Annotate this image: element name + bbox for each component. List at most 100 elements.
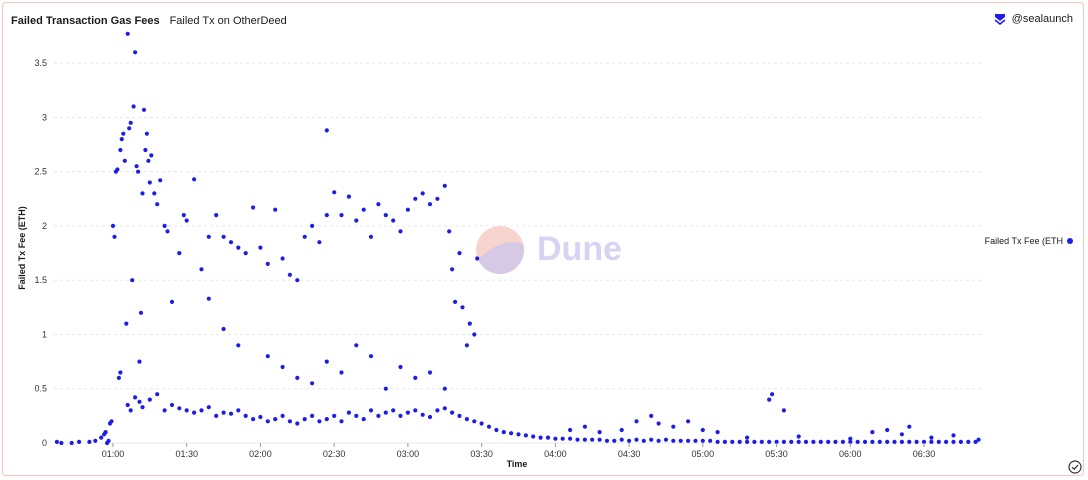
scatter-point[interactable] xyxy=(214,413,219,418)
scatter-point[interactable] xyxy=(127,126,132,131)
scatter-point[interactable] xyxy=(442,183,447,188)
scatter-point[interactable] xyxy=(206,405,211,410)
scatter-point[interactable] xyxy=(597,430,602,435)
scatter-point[interactable] xyxy=(346,410,351,415)
scatter-point[interactable] xyxy=(568,427,573,433)
scatter-point[interactable] xyxy=(339,370,344,375)
scatter-point[interactable] xyxy=(332,190,337,195)
scatter-point[interactable] xyxy=(619,437,624,442)
scatter-point[interactable] xyxy=(464,417,469,422)
scatter-point[interactable] xyxy=(87,439,92,444)
scatter-point[interactable] xyxy=(131,104,136,109)
scatter-point[interactable] xyxy=(265,354,270,359)
scatter-point[interactable] xyxy=(568,436,573,441)
scatter-point[interactable] xyxy=(427,370,433,375)
scatter-point[interactable] xyxy=(921,439,927,444)
scatter-point[interactable] xyxy=(251,417,256,422)
scatter-point[interactable] xyxy=(730,439,735,444)
scatter-point[interactable] xyxy=(383,213,388,218)
scatter-point[interactable] xyxy=(405,207,410,212)
scatter-point[interactable] xyxy=(467,321,472,326)
scatter-point[interactable] xyxy=(128,120,133,125)
scatter-point[interactable] xyxy=(140,191,145,196)
scatter-point[interactable] xyxy=(460,305,465,310)
scatter-point[interactable] xyxy=(258,414,263,420)
scatter-point[interactable] xyxy=(553,436,558,441)
scatter-point[interactable] xyxy=(184,408,189,413)
scatter-point[interactable] xyxy=(144,131,149,136)
scatter-point[interactable] xyxy=(435,408,440,413)
scatter-point[interactable] xyxy=(354,218,359,223)
scatter-point[interactable] xyxy=(479,421,484,426)
scatter-point[interactable] xyxy=(146,158,151,163)
scatter-point[interactable] xyxy=(700,438,705,443)
scatter-point[interactable] xyxy=(582,437,588,442)
scatter-point[interactable] xyxy=(59,440,64,446)
scatter-point[interactable] xyxy=(228,411,234,416)
scatter-point[interactable] xyxy=(287,272,292,277)
scatter-point[interactable] xyxy=(236,245,241,250)
scatter-point[interactable] xyxy=(752,439,757,444)
scatter-point[interactable] xyxy=(169,402,175,408)
scatter-point[interactable] xyxy=(302,234,307,239)
scatter-point[interactable] xyxy=(137,399,142,404)
scatter-point[interactable] xyxy=(538,435,543,440)
scatter-point[interactable] xyxy=(121,131,126,136)
scatter-point[interactable] xyxy=(310,223,315,228)
scatter-point[interactable] xyxy=(119,137,124,142)
scatter-point[interactable] xyxy=(907,439,912,444)
scatter-point[interactable] xyxy=(162,223,167,228)
scatter-point[interactable] xyxy=(501,430,506,435)
scatter-point[interactable] xyxy=(206,296,211,301)
scatter-point[interactable] xyxy=(715,430,720,435)
scatter-point[interactable] xyxy=(870,439,875,444)
scatter-point[interactable] xyxy=(545,435,551,440)
scatter-point[interactable] xyxy=(398,364,403,370)
scatter-point[interactable] xyxy=(287,419,292,424)
scatter-point[interactable] xyxy=(708,438,713,443)
scatter-point[interactable] xyxy=(427,202,433,207)
scatter-point[interactable] xyxy=(899,432,905,437)
scatter-point[interactable] xyxy=(649,437,654,442)
scatter-point[interactable] xyxy=(796,434,801,439)
scatter-point[interactable] xyxy=(99,435,104,440)
scatter-point[interactable] xyxy=(110,223,116,228)
scatter-point[interactable] xyxy=(686,438,691,443)
scatter-point[interactable] xyxy=(774,439,779,444)
scatter-point[interactable] xyxy=(324,128,329,133)
scatter-point[interactable] xyxy=(155,202,160,207)
scatter-point[interactable] xyxy=(169,299,175,304)
scatter-point[interactable] xyxy=(781,439,787,444)
scatter-point[interactable] xyxy=(604,438,610,443)
scatter-point[interactable] xyxy=(103,430,108,435)
scatter-point[interactable] xyxy=(143,147,148,153)
scatter-point[interactable] xyxy=(295,278,300,283)
scatter-point[interactable] xyxy=(413,408,418,413)
scatter-point[interactable] xyxy=(899,439,905,444)
scatter-point[interactable] xyxy=(885,427,890,433)
scatter-point[interactable] xyxy=(140,405,145,410)
scatter-point[interactable] xyxy=(122,158,127,163)
check-circle-icon[interactable] xyxy=(1068,460,1082,474)
scatter-point[interactable] xyxy=(936,439,941,444)
scatter-point[interactable] xyxy=(361,207,366,212)
scatter-point[interactable] xyxy=(149,153,154,158)
scatter-point[interactable] xyxy=(464,343,469,348)
scatter-point[interactable] xyxy=(619,427,624,433)
scatter-point[interactable] xyxy=(442,406,447,411)
scatter-point[interactable] xyxy=(273,417,278,422)
scatter-point[interactable] xyxy=(368,354,374,359)
scatter-point[interactable] xyxy=(354,413,359,418)
scatter-point[interactable] xyxy=(118,147,123,153)
scatter-point[interactable] xyxy=(221,234,226,239)
scatter-point[interactable] xyxy=(472,419,477,424)
scatter-point[interactable] xyxy=(258,245,263,250)
scatter-point[interactable] xyxy=(265,419,270,424)
scatter-point[interactable] xyxy=(803,439,809,444)
scatter-point[interactable] xyxy=(745,439,750,444)
scatter-point[interactable] xyxy=(531,434,536,439)
scatter-point[interactable] xyxy=(177,406,182,411)
scatter-point[interactable] xyxy=(152,191,157,196)
scatter-point[interactable] xyxy=(767,439,772,444)
scatter-point[interactable] xyxy=(656,421,661,426)
